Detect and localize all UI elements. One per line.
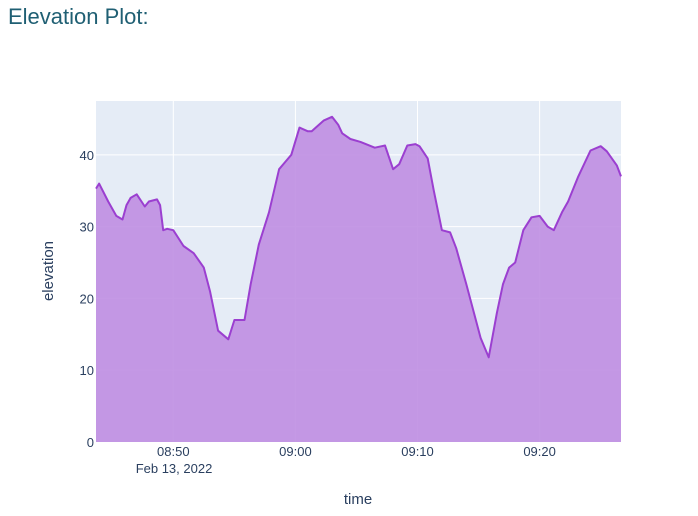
y-tick-label: 30 bbox=[80, 220, 94, 235]
y-axis-title: elevation bbox=[40, 241, 57, 301]
x-axis-title: time bbox=[344, 491, 372, 508]
x-tick-label: 09:10 bbox=[401, 444, 434, 459]
x-date-label: Feb 13, 2022 bbox=[136, 461, 213, 476]
x-tick-labels: 08:50 09:00 09:10 09:20 bbox=[157, 444, 556, 459]
y-tick-label: 40 bbox=[80, 148, 94, 163]
y-tick-label: 20 bbox=[80, 291, 94, 306]
x-tick-label: 08:50 bbox=[157, 444, 190, 459]
y-tick-labels: 0 10 20 30 40 bbox=[80, 148, 94, 450]
page-title: Elevation Plot: bbox=[8, 4, 149, 29]
y-tick-label: 0 bbox=[87, 435, 94, 450]
series-line bbox=[95, 115, 622, 359]
x-tick-label: 09:20 bbox=[523, 444, 556, 459]
y-tick-label: 10 bbox=[80, 363, 94, 378]
series-area bbox=[96, 116, 621, 443]
x-tick-label: 09:00 bbox=[279, 444, 312, 459]
